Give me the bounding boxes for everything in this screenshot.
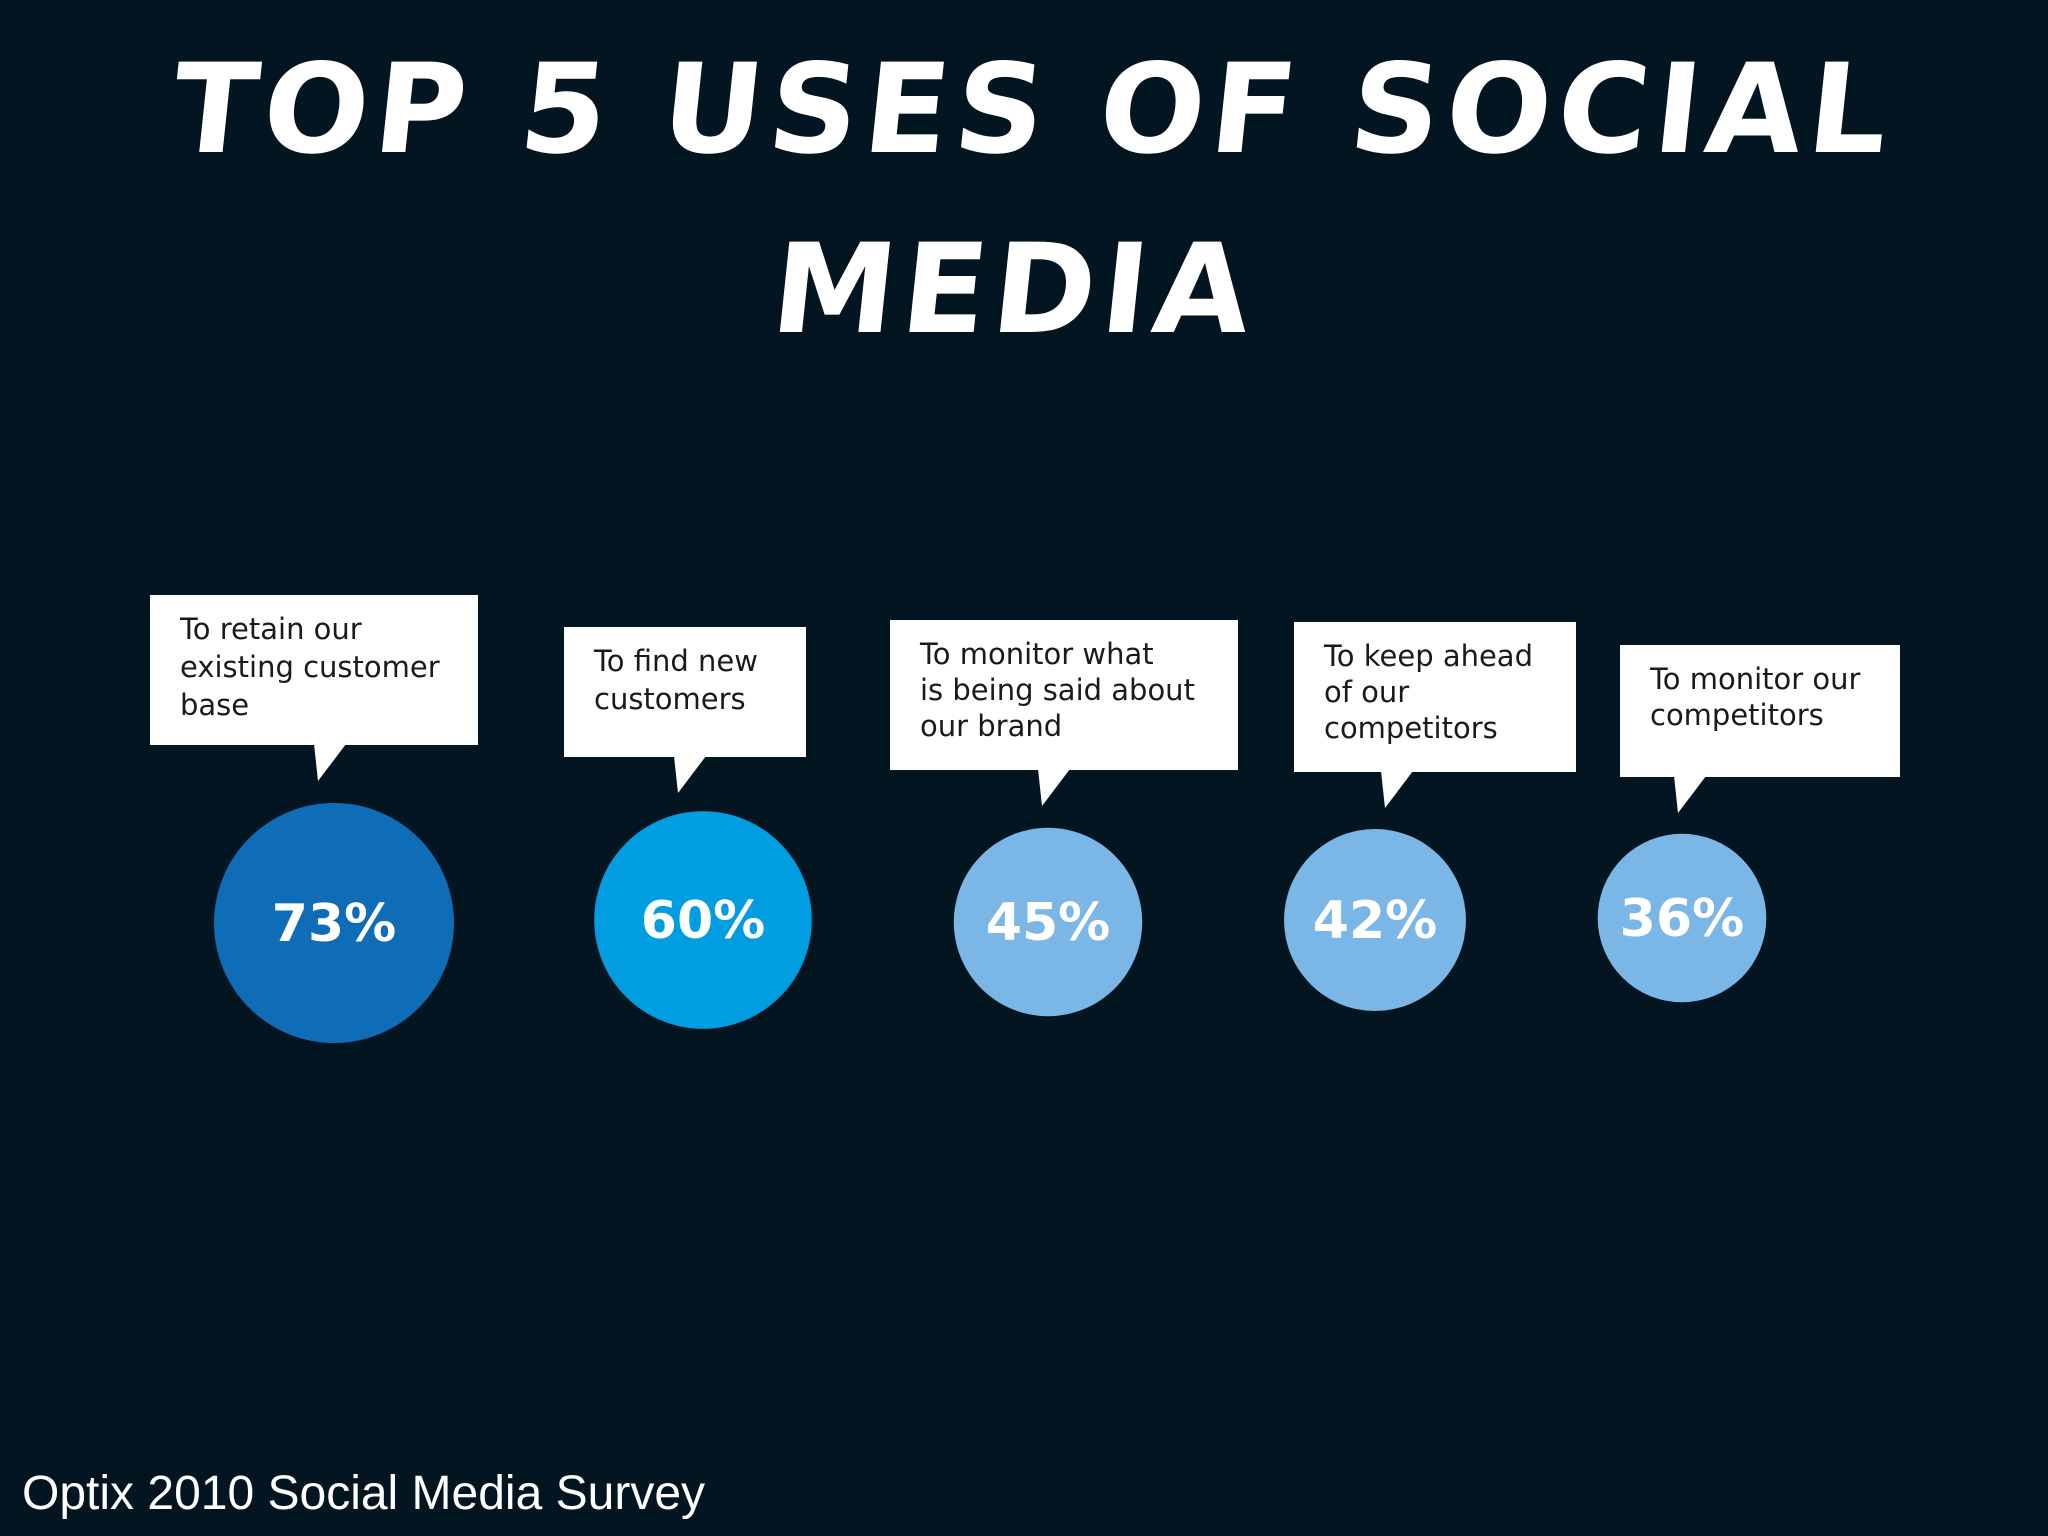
value-label-2: 60% [641,891,765,951]
callout-box-4 [1294,622,1576,772]
value-label-1: 73% [272,894,396,954]
callout-box-2 [564,627,806,757]
value-label-5: 36% [1620,889,1744,949]
category-label-2-line-1: To find new [593,644,758,678]
category-label-2-line-2: customers [594,682,746,716]
category-label-4-line-1: To keep ahead [1323,639,1533,673]
callout-box-5 [1620,645,1900,777]
value-circle-3 [953,827,1143,1017]
category-label-4-line-3: competitors [1324,711,1498,745]
source-citation: Optix 2010 Social Media Survey [22,1467,706,1520]
category-label-4-line-2: of our [1324,675,1409,709]
value-circle-2 [594,811,812,1029]
category-label-5-line-2: competitors [1650,698,1824,732]
value-circle-5 [1597,833,1767,1003]
value-label-3: 45% [986,893,1110,953]
callout-tail-2 [674,756,706,793]
callout-box-1 [150,595,478,745]
callout-tail-1 [314,744,346,781]
category-label-5-line-1: To monitor our [1649,662,1861,696]
callout-tail-5 [1674,776,1706,813]
category-label-3-line-2: is being said about [920,673,1195,707]
callout-tail-4 [1381,771,1413,808]
callout-box-3 [890,620,1238,770]
category-label-1-line-3: base [180,688,249,722]
value-label-4: 42% [1313,891,1437,951]
value-circle-4 [1284,829,1466,1011]
value-circle-1 [214,803,454,1043]
category-label-1-line-2: existing customer [180,650,440,684]
category-label-3-line-3: our brand [920,709,1062,743]
callout-tail-3 [1038,769,1070,806]
category-label-1-line-1: To retain our [179,612,362,646]
category-label-3-line-1: To monitor what [919,637,1154,671]
